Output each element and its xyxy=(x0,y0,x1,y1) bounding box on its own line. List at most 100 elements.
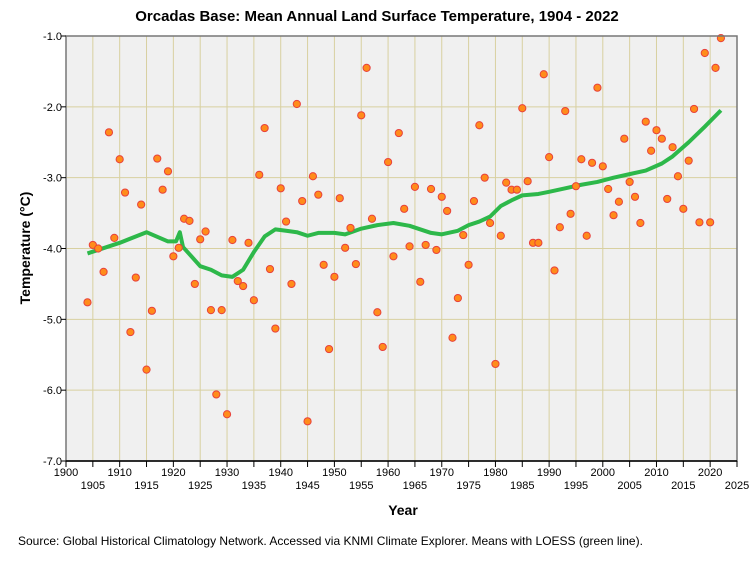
data-point xyxy=(496,231,505,240)
data-point xyxy=(212,390,221,399)
data-point xyxy=(201,227,210,236)
data-point xyxy=(400,204,409,213)
data-point xyxy=(604,184,613,194)
y-tick-label: -3.0 xyxy=(43,173,62,185)
data-point xyxy=(308,172,318,181)
data-point xyxy=(389,252,398,261)
data-point xyxy=(448,333,457,342)
data-point xyxy=(206,306,216,315)
data-point xyxy=(330,272,339,281)
data-point xyxy=(421,240,430,250)
data-point xyxy=(222,410,232,419)
data-point xyxy=(673,172,683,181)
x-tick-label: 1980 xyxy=(483,467,507,479)
data-point xyxy=(437,192,446,201)
data-point xyxy=(657,134,666,143)
data-point xyxy=(453,293,462,303)
loess-line-group xyxy=(86,108,723,279)
data-point xyxy=(459,230,468,240)
x-tick-label: 1990 xyxy=(537,467,561,479)
x-tick-label: 1970 xyxy=(430,467,454,479)
data-point xyxy=(169,252,178,261)
data-point xyxy=(641,117,650,126)
data-point xyxy=(593,83,602,92)
data-point xyxy=(362,63,371,72)
x-tick-label: 1905 xyxy=(81,480,105,492)
data-point xyxy=(271,324,280,333)
data-point xyxy=(475,121,484,130)
y-tick-label: -7.0 xyxy=(43,456,62,468)
x-tick-label: 1965 xyxy=(403,480,427,492)
chart: Orcadas Base: Mean Annual Land Surface T… xyxy=(17,8,749,518)
data-point xyxy=(464,260,473,269)
points-group xyxy=(83,34,725,426)
data-point xyxy=(131,273,140,282)
y-tick-label: -2.0 xyxy=(43,102,62,114)
data-point xyxy=(518,104,527,113)
data-point xyxy=(534,238,543,247)
data-point xyxy=(689,104,699,114)
data-point xyxy=(158,185,167,194)
x-tick-label: 2005 xyxy=(617,480,641,492)
data-point xyxy=(539,70,548,79)
data-point xyxy=(287,279,296,289)
x-tick-label: 2020 xyxy=(698,467,722,479)
data-point xyxy=(432,245,441,255)
data-point xyxy=(485,218,495,228)
x-tick-label: 2000 xyxy=(591,467,615,479)
x-tick-label: 1915 xyxy=(134,480,158,492)
data-point xyxy=(115,155,124,164)
data-point xyxy=(153,154,162,163)
data-point xyxy=(265,264,275,274)
data-point xyxy=(378,342,387,352)
loess-line xyxy=(86,108,723,279)
data-point xyxy=(260,123,269,133)
data-point xyxy=(244,238,253,247)
y-tick-label: -6.0 xyxy=(43,385,62,397)
source-note: Source: Global Historical Climatology Ne… xyxy=(18,534,643,548)
chart-title: Orcadas Base: Mean Annual Land Surface T… xyxy=(135,8,619,25)
data-point xyxy=(324,344,334,354)
data-point xyxy=(706,218,715,227)
x-axis-label: Year xyxy=(388,502,418,518)
data-point xyxy=(303,417,312,426)
data-point xyxy=(684,156,693,165)
data-point xyxy=(577,155,586,164)
data-point xyxy=(410,182,420,191)
data-point xyxy=(625,177,634,187)
data-point xyxy=(416,277,425,286)
x-tick-label: 1985 xyxy=(510,480,534,492)
y-tick-label: -1.0 xyxy=(43,31,62,43)
data-point xyxy=(614,197,624,206)
data-point xyxy=(335,194,344,203)
data-point xyxy=(83,298,92,307)
data-point xyxy=(711,63,720,72)
data-point xyxy=(636,218,645,228)
data-point xyxy=(163,167,173,176)
x-tick-label: 1935 xyxy=(242,480,266,492)
grid xyxy=(66,35,737,462)
data-point xyxy=(137,200,146,209)
data-point xyxy=(185,216,194,225)
x-tick-label: 1925 xyxy=(188,480,212,492)
x-tick-label: 1995 xyxy=(564,480,588,492)
data-point xyxy=(351,259,360,269)
data-point xyxy=(700,48,709,58)
data-point xyxy=(94,244,103,253)
x-tick-label: 2025 xyxy=(725,480,749,492)
x-tick-label: 1960 xyxy=(376,467,400,479)
data-point xyxy=(663,194,672,204)
data-point xyxy=(502,178,511,187)
data-point xyxy=(126,327,135,337)
data-point xyxy=(480,173,489,182)
data-point xyxy=(571,182,581,191)
data-point xyxy=(357,111,366,120)
data-point xyxy=(147,306,156,315)
data-point xyxy=(319,260,328,269)
data-point xyxy=(196,235,205,244)
data-point xyxy=(217,306,226,315)
data-point xyxy=(110,233,119,242)
data-point xyxy=(99,267,108,276)
data-point xyxy=(679,204,688,213)
